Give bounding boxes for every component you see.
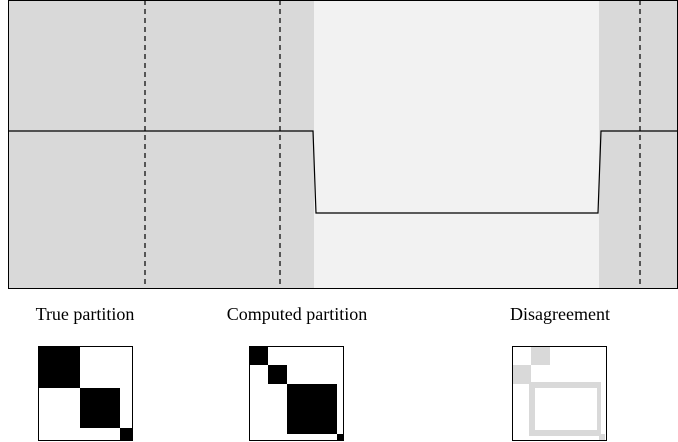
- shaded-region: [8, 0, 314, 289]
- block-outline: [531, 384, 601, 434]
- disagreement-matrix: [512, 346, 607, 441]
- block: [531, 346, 550, 365]
- block: [38, 346, 80, 388]
- panel-label: Computed partition: [227, 304, 367, 324]
- block: [337, 434, 343, 440]
- panel-label: Disagreement: [510, 304, 610, 324]
- block: [249, 346, 268, 365]
- signal-plot: [8, 0, 678, 289]
- true-partition-matrix: [38, 346, 133, 441]
- signal-line: [8, 130, 678, 214]
- matrix-frame: [38, 346, 133, 441]
- block: [268, 365, 287, 384]
- shaded-region: [314, 0, 599, 289]
- block-outline: [529, 382, 601, 436]
- shaded-region: [599, 0, 678, 289]
- block: [120, 428, 132, 440]
- panel-label: True partition: [36, 304, 135, 324]
- matrix-frame: [249, 346, 344, 441]
- block: [80, 388, 120, 428]
- block: [599, 434, 605, 440]
- matrix-frame: [512, 346, 607, 441]
- computed-partition-matrix: [249, 346, 344, 441]
- block: [512, 365, 531, 384]
- block: [287, 384, 337, 434]
